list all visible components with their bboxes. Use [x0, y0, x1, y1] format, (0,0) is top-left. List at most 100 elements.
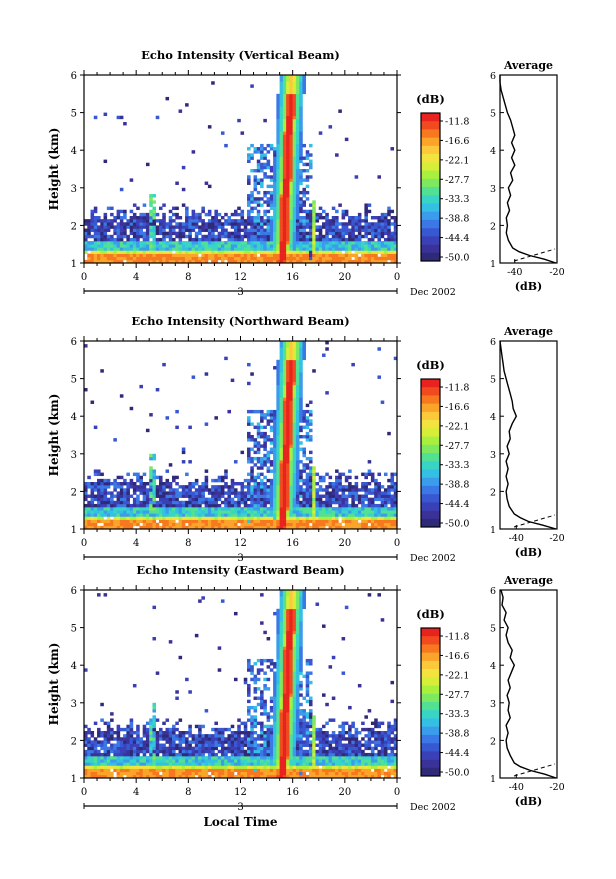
heatmap-cell — [293, 372, 297, 375]
heatmap-cell — [241, 216, 245, 219]
heatmap-cell — [335, 507, 339, 510]
heatmap-cell — [214, 479, 218, 482]
heatmap-cell — [273, 163, 277, 166]
heatmap-cell — [283, 448, 287, 451]
heatmap-cell — [192, 491, 196, 494]
heatmap-cell — [260, 222, 264, 225]
heatmap-cell — [345, 225, 349, 228]
heatmap-cell — [273, 441, 277, 444]
heatmap-cell — [322, 210, 326, 213]
heatmap-cell — [384, 488, 388, 491]
heatmap-cell — [276, 241, 280, 244]
heatmap-cell — [152, 516, 156, 519]
heatmap-cell — [139, 222, 143, 225]
heatmap-cell — [283, 444, 287, 447]
heatmap-cell — [286, 210, 290, 213]
heatmap-cell — [289, 188, 293, 191]
heatmap-cell — [166, 772, 170, 775]
heatmap-cell — [179, 491, 183, 494]
heatmap-cell — [263, 229, 267, 232]
heatmap-cell — [214, 498, 218, 501]
heatmap-cell — [374, 232, 378, 235]
heatmap-cell — [289, 131, 293, 134]
heatmap-cell — [381, 247, 385, 250]
heatmap-cell — [179, 744, 183, 747]
heatmap-cell — [250, 232, 254, 235]
heatmap-cell — [309, 235, 313, 238]
heatmap-cell — [302, 350, 306, 353]
heatmap-cell — [368, 507, 372, 510]
heatmap-cell — [188, 747, 192, 750]
heatmap-cell — [175, 488, 179, 491]
heatmap-cell — [368, 482, 372, 485]
heatmap-cell — [322, 216, 326, 219]
heatmap-cell — [188, 772, 192, 775]
heatmap-cell — [293, 81, 297, 84]
heatmap-cell — [241, 523, 245, 526]
heatmap-cell — [322, 247, 326, 250]
heatmap-cell — [136, 753, 140, 756]
heatmap-cell — [91, 731, 95, 734]
heatmap-cell — [387, 491, 391, 494]
heatmap-cell — [267, 175, 271, 178]
heatmap-cell — [214, 772, 218, 775]
heatmap-cell — [166, 244, 170, 247]
heatmap-cell — [208, 498, 212, 501]
y-axis-label: Height (km) — [47, 394, 61, 477]
heatmap-cell — [306, 156, 310, 159]
heatmap-cell — [309, 495, 313, 498]
heatmap-cell — [247, 200, 251, 203]
heatmap-cell — [221, 769, 225, 772]
heatmap-cell — [299, 413, 303, 416]
heatmap-cell — [123, 740, 127, 743]
heatmap-cell — [364, 219, 368, 222]
heatmap-cell — [348, 507, 352, 510]
heatmap-cell — [175, 491, 179, 494]
heatmap-cell — [227, 241, 231, 244]
heatmap-cell — [247, 451, 251, 454]
heatmap-cell — [123, 250, 127, 253]
heatmap-cell — [152, 513, 156, 516]
heatmap-cell — [234, 504, 238, 507]
heatmap-cell — [254, 438, 258, 441]
heatmap-cell — [374, 241, 378, 244]
heatmap-cell — [299, 375, 303, 378]
heatmap-cell — [358, 229, 362, 232]
heatmap-cell — [179, 516, 183, 519]
heatmap-cell — [371, 491, 375, 494]
heatmap-cell — [345, 479, 349, 482]
heatmap-cell — [283, 222, 287, 225]
heatmap-cell — [267, 191, 271, 194]
colorbar-swatch — [421, 395, 440, 404]
heatmap-cell — [198, 753, 202, 756]
heatmap-cell — [273, 244, 277, 247]
heatmap-cell — [299, 91, 303, 94]
heatmap-cell — [299, 81, 303, 84]
heatmap-cell — [159, 250, 163, 253]
heatmap-cell — [162, 235, 166, 238]
colorbar-tick-label: -22.1 — [445, 155, 469, 166]
heatmap-cell — [237, 250, 241, 253]
heatmap-cell — [273, 172, 277, 175]
profile-y-tick-label: 4 — [490, 412, 496, 423]
heatmap-cell — [94, 238, 98, 241]
heatmap-cell — [237, 501, 241, 504]
heatmap-cell — [139, 488, 143, 491]
heatmap-cell — [247, 419, 251, 422]
heatmap-cell — [296, 441, 300, 444]
heatmap-cell — [390, 222, 394, 225]
heatmap-cell — [166, 510, 170, 513]
panel-1: Echo Intensity (Vertical Beam)Height (km… — [47, 48, 565, 298]
heatmap-cell — [104, 229, 108, 232]
heatmap-cell — [244, 762, 248, 765]
heatmap-cell — [296, 391, 300, 394]
heatmap-cell — [143, 250, 147, 253]
heatmap-cell — [198, 216, 202, 219]
heatmap-cell — [146, 241, 150, 244]
heatmap-cell — [283, 194, 287, 197]
heatmap-cell — [87, 759, 91, 762]
heatmap-cell — [175, 769, 179, 772]
heatmap-cell — [104, 513, 108, 516]
heatmap-cell — [299, 172, 303, 175]
heatmap-cell — [120, 247, 124, 250]
